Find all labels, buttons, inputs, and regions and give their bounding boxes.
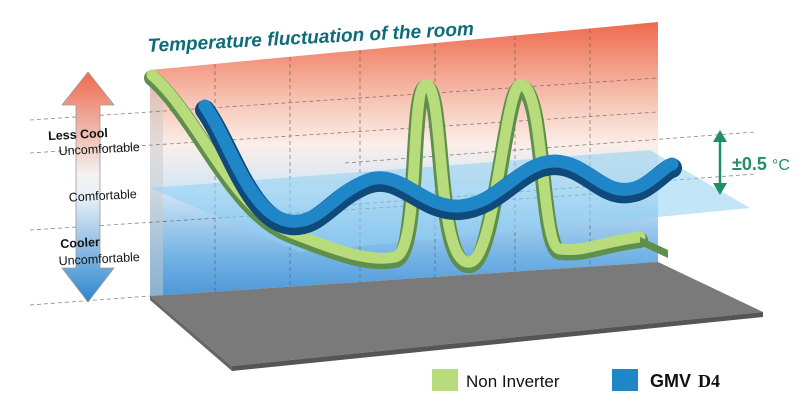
left-wall xyxy=(150,70,163,298)
legend-swatch-gmv xyxy=(612,369,638,391)
legend-label-gmv: GMV xyxy=(650,371,691,391)
floor xyxy=(150,262,763,366)
legend: Non Inverter GMV D4 xyxy=(432,369,720,391)
comfort-scale-arrow xyxy=(61,71,115,303)
uncomfortable-top-label: Uncomfortable xyxy=(58,140,140,158)
legend-swatch-non-inverter xyxy=(432,369,458,391)
floor-side xyxy=(150,296,232,371)
tolerance-value: ±0.5 xyxy=(732,154,767,174)
legend-label-non-inverter: Non Inverter xyxy=(466,372,560,391)
tolerance-unit: °C xyxy=(772,157,790,174)
gmv-curve xyxy=(195,99,682,236)
uncomfortable-bottom-label: Uncomfortable xyxy=(58,250,140,268)
tolerance-indicator xyxy=(713,130,727,195)
less-cool-label: Less Cool xyxy=(48,126,108,143)
floor-edge xyxy=(232,312,763,371)
comfortable-label: Comfortable xyxy=(68,187,137,205)
cooler-label: Cooler xyxy=(60,235,100,251)
legend-label-gmv-suffix: D4 xyxy=(698,371,720,391)
